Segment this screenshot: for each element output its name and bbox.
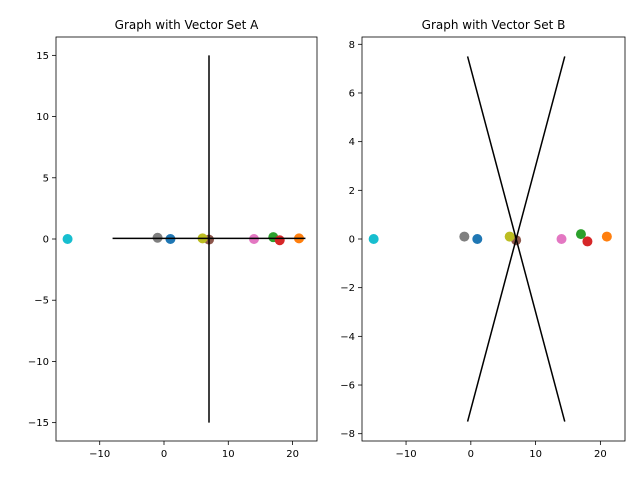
y-tick-label: 10 [36,112,49,123]
x-tick-label: 10 [529,449,542,460]
vector-line [466,56,566,422]
y-tick-label: −4 [340,332,355,343]
y-tick-label: 6 [349,88,355,99]
y-tick-label: 4 [349,137,355,148]
x-tick-label: −10 [395,449,416,460]
chart-panel-b: Graph with Vector Set B −10 0 10 20 −8 −6 −4 −2 0… [340,18,626,460]
y-tick-label: −10 [28,357,49,368]
x-tick-label: −10 [89,449,110,460]
chart-title: Graph with Vector Set A [115,18,259,32]
scatter-point [556,234,567,244]
chart-panel-a: Graph with Vector Set A −10 0 10 20 −15 −10 −5 0… [28,18,318,460]
scatter-point [368,234,379,244]
scatter-point [62,234,73,244]
y-tick-label: 8 [349,40,355,51]
y-tick-label: 2 [349,186,355,197]
y-tick-label: −8 [340,429,355,440]
scatter-point [582,236,593,247]
y-tick-label: 0 [349,235,355,246]
y-tick-label: −2 [340,283,355,294]
x-tick-label: 0 [468,449,474,460]
y-tick-label: −6 [340,381,355,392]
scatter-point [459,231,470,242]
plot-area [62,55,306,423]
scatter-point [601,231,612,242]
y-tick-label: 5 [43,173,49,184]
plot-area [368,56,612,422]
scatter-point [575,229,586,240]
x-tick-label: 0 [161,449,167,460]
x-tick-label: 20 [286,449,299,460]
x-tick-label: 10 [222,449,235,460]
y-tick-label: −15 [28,418,49,429]
y-tick-label: 0 [43,235,49,246]
x-tick-label: 20 [594,449,607,460]
scatter-point [274,235,285,246]
chart-title: Graph with Vector Set B [422,18,566,32]
scatter-point [504,231,515,242]
y-tick-label: 15 [36,51,49,62]
y-tick-label: −5 [34,296,49,307]
scatter-point [472,234,483,244]
